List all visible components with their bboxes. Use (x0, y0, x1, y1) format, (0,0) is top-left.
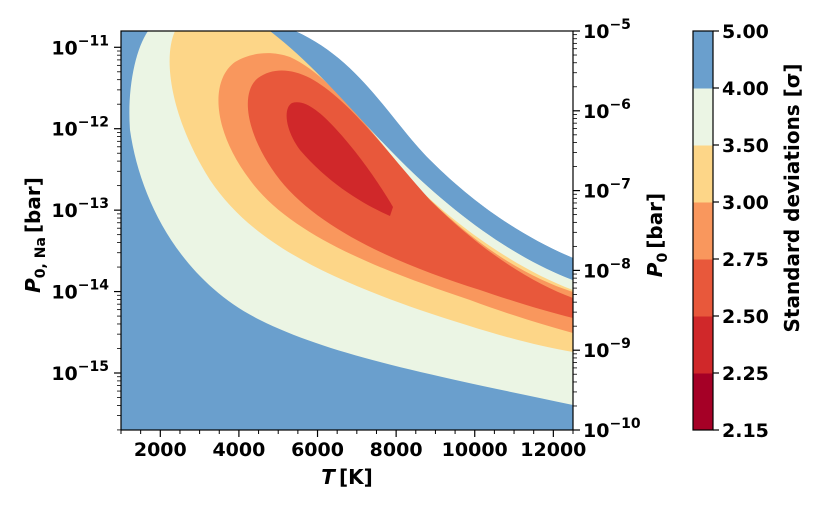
colorbar-tick-label: 2.25 (722, 363, 769, 385)
colorbar-title: Standard deviations [σ] (780, 63, 804, 332)
colorbar-band (693, 145, 713, 203)
y-left-tick-label: 10−12 (51, 115, 109, 141)
region-2-25-to-2-50 (286, 102, 393, 216)
x-axis-title: T [K] (321, 465, 372, 489)
colorbar: 2.15 2.25 2.50 2.75 3.00 3.50 4.00 5.00 (692, 21, 769, 442)
colorbar-band (693, 259, 713, 317)
x-tick-label: 2000 (134, 439, 187, 461)
y-right-tick-label: 10−6 (583, 97, 631, 123)
region-white (295, 31, 573, 258)
colorbar-tick-label: 5.00 (722, 21, 769, 43)
colorbar-frame (692, 30, 714, 431)
colorbar-band (693, 316, 713, 374)
contour-plot (121, 31, 573, 430)
x-axis: 2000 4000 6000 8000 10000 12000 (120, 430, 586, 461)
colorbar-band (693, 31, 713, 89)
colorbar-tick-label: 2.75 (722, 249, 769, 271)
colorbar-tick-label: 3.00 (722, 192, 769, 214)
colorbar-tick-label: 4.00 (722, 78, 769, 100)
y-axis-left: 10−11 10−12 10−13 10−14 10−15 (51, 33, 121, 431)
y-left-tick-label: 10−15 (51, 359, 109, 385)
plot-frame (120, 30, 574, 431)
y-left-tick-label: 10−13 (51, 196, 109, 222)
colorbar-band (693, 88, 713, 146)
x-tick-label: 10000 (442, 439, 508, 461)
y-right-tick-label: 10−9 (583, 336, 631, 362)
colorbar-tick-label: 3.50 (722, 135, 769, 157)
colorbar-tick-label: 2.50 (722, 306, 769, 328)
x-tick-label: 12000 (520, 439, 586, 461)
colorbar-band (693, 373, 713, 431)
colorbar-tick-label: 2.15 (722, 420, 769, 442)
y-right-tick-label: 10−7 (583, 177, 631, 203)
x-tick-label: 8000 (370, 439, 423, 461)
x-tick-label: 4000 (212, 439, 265, 461)
x-tick-label: 6000 (291, 439, 344, 461)
y-axis-right: 10−5 10−6 10−7 10−8 10−9 10−10 (573, 17, 641, 442)
y-left-tick-label: 10−14 (51, 278, 109, 304)
y-left-tick-label: 10−11 (51, 33, 109, 59)
colorbar-band (693, 202, 713, 260)
y-right-tick-label: 10−5 (583, 17, 631, 43)
y-axis-left-title: P0, Na[bar] (21, 177, 49, 293)
y-right-tick-label: 10−10 (583, 416, 641, 442)
region-blue-band (270, 31, 573, 280)
y-right-tick-label: 10−8 (583, 256, 631, 282)
y-axis-right-title: P0[bar] (643, 193, 671, 277)
